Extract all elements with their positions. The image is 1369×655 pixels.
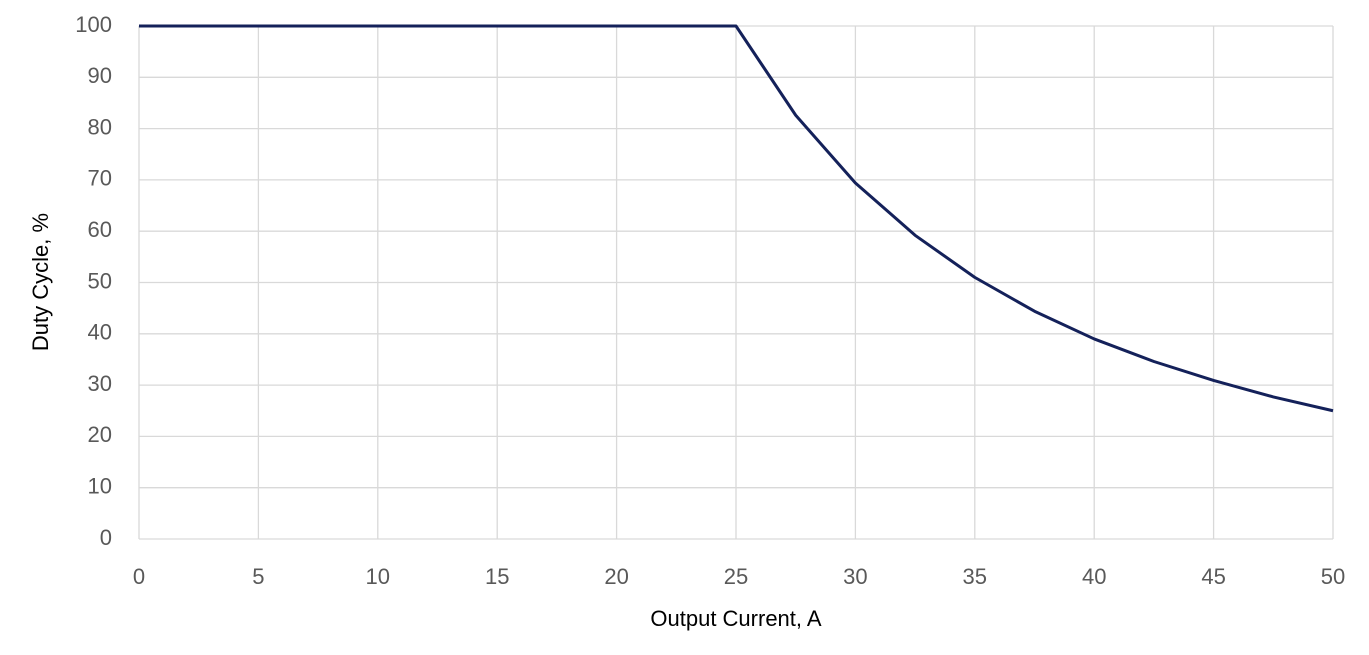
data-line	[139, 24, 1334, 413]
y-tick-label: 30	[88, 371, 112, 396]
y-tick-label: 80	[88, 114, 112, 139]
x-tick-label: 10	[366, 564, 390, 589]
x-tick-label: 30	[843, 564, 867, 589]
y-tick-label: 60	[88, 217, 112, 242]
x-tick-label: 0	[133, 564, 145, 589]
x-tick-label: 45	[1201, 564, 1225, 589]
x-axis-title: Output Current, A	[650, 606, 822, 631]
y-tick-label: 20	[88, 422, 112, 447]
x-tick-label: 50	[1321, 564, 1345, 589]
y-tick-label: 90	[88, 63, 112, 88]
y-axis-title: Duty Cycle, %	[28, 213, 53, 351]
y-tick-label: 40	[88, 320, 112, 345]
x-tick-label: 35	[963, 564, 987, 589]
x-tick-label: 40	[1082, 564, 1106, 589]
y-tick-label: 100	[75, 12, 112, 37]
y-tick-label: 70	[88, 166, 112, 191]
y-tick-label: 10	[88, 474, 112, 499]
x-tick-label: 5	[252, 564, 264, 589]
x-tick-label: 20	[604, 564, 628, 589]
x-tick-label: 25	[724, 564, 748, 589]
y-tick-label: 0	[100, 525, 112, 550]
y-tick-label: 50	[88, 268, 112, 293]
x-tick-label: 15	[485, 564, 509, 589]
